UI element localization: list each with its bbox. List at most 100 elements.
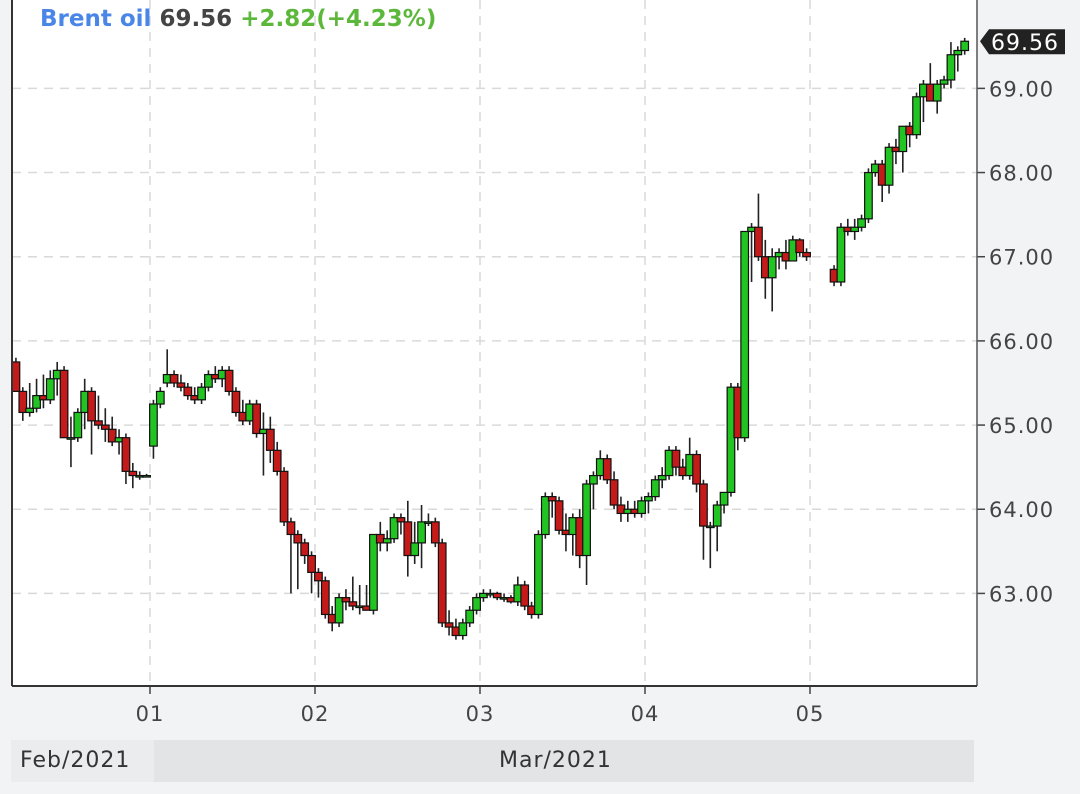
candle-body xyxy=(644,496,653,502)
candle-up xyxy=(458,618,468,640)
candle-down xyxy=(754,193,763,261)
candle-up xyxy=(472,593,481,615)
candle-body xyxy=(183,386,193,397)
candle-body xyxy=(602,458,612,481)
candle-body xyxy=(657,474,667,481)
candles xyxy=(11,37,970,640)
candle-up xyxy=(960,37,970,55)
candle-body xyxy=(692,453,701,485)
candle-up xyxy=(912,92,921,139)
candle-body xyxy=(272,449,282,472)
candle-body xyxy=(534,533,543,616)
candle-body xyxy=(458,622,468,637)
candle-up xyxy=(898,125,908,173)
candle-body xyxy=(884,146,894,186)
candle-up xyxy=(66,416,76,468)
candle-down xyxy=(18,387,28,421)
candle-up xyxy=(155,387,165,409)
price-change: +2.82(+4.23%) xyxy=(240,6,437,32)
last-price-marker xyxy=(980,29,1065,55)
candle-up xyxy=(884,143,894,194)
candle-down xyxy=(231,387,241,417)
candle-down xyxy=(314,568,323,598)
candle-down xyxy=(396,513,406,535)
candle-down xyxy=(128,462,138,489)
candle-up xyxy=(644,492,653,514)
candle-down xyxy=(300,538,310,564)
candle-body xyxy=(231,390,241,414)
candle-up xyxy=(582,479,591,585)
candle-body xyxy=(59,369,69,439)
x-tick-label: 03 xyxy=(466,702,495,726)
x-tick-label: 01 xyxy=(136,702,165,726)
candle-body xyxy=(11,361,21,392)
candle-body xyxy=(142,474,151,478)
candle-body xyxy=(320,580,330,616)
candle-down xyxy=(444,610,454,636)
candle-body xyxy=(430,521,440,544)
candle-body xyxy=(94,420,103,426)
candle-up xyxy=(465,606,475,628)
candle-up xyxy=(589,471,598,510)
candle-up xyxy=(650,475,660,501)
candle-up xyxy=(410,521,420,564)
candle-body xyxy=(286,521,296,536)
period-feb-2021: Feb/2021 xyxy=(11,740,154,782)
candle-up xyxy=(369,533,378,615)
candle-down xyxy=(293,530,303,590)
y-tick-label: 67.00 xyxy=(989,246,1054,270)
candle-body xyxy=(719,491,729,506)
candle-down xyxy=(403,500,413,577)
candle-body xyxy=(32,395,41,409)
candle-down xyxy=(100,408,110,442)
candle-body xyxy=(836,226,846,283)
candle-up xyxy=(939,75,949,89)
candle-up xyxy=(25,382,35,417)
period-label-left: Feb/2021 xyxy=(20,748,131,773)
candlestick-chart[interactable]: 63.00 64.00 65.00 66.00 67.00 68.00 69.00 01 02 0… xyxy=(0,0,1080,740)
candle-body xyxy=(396,517,406,523)
candle-body xyxy=(754,226,763,258)
candle-up xyxy=(767,248,777,312)
candle-body xyxy=(712,504,722,527)
candle-body xyxy=(348,601,358,607)
candle-body xyxy=(932,83,942,102)
candle-body xyxy=(912,96,921,136)
candle-up xyxy=(719,491,729,514)
candle-up xyxy=(73,408,83,442)
last-price-label: 69.56 xyxy=(991,31,1059,56)
candle-up xyxy=(382,530,392,552)
candle-down xyxy=(59,366,69,439)
candle-body xyxy=(960,40,970,52)
candle-down xyxy=(341,589,351,611)
candle-body xyxy=(437,542,447,624)
y-tick-label: 64.00 xyxy=(989,498,1054,522)
candle-down xyxy=(169,370,179,388)
candle-body xyxy=(169,373,179,384)
candle-up xyxy=(637,496,646,518)
candle-down xyxy=(272,441,282,476)
candle-down xyxy=(279,467,289,527)
candle-body xyxy=(444,622,454,628)
candle-up xyxy=(334,593,344,628)
candle-body xyxy=(953,49,963,56)
period-label-right: Mar/2021 xyxy=(499,748,612,773)
candle-body xyxy=(699,483,708,527)
candle-body xyxy=(547,496,557,502)
y-tick-label: 69.00 xyxy=(989,77,1054,101)
candle-body xyxy=(293,533,303,544)
candle-up xyxy=(946,42,956,89)
y-tick-label: 68.00 xyxy=(989,162,1054,186)
candle-down xyxy=(252,399,261,438)
period-mar-2021: Mar/2021 xyxy=(154,740,974,782)
candle-body xyxy=(307,554,316,573)
candle-up xyxy=(850,218,860,240)
candle-down xyxy=(602,454,612,484)
candle-down xyxy=(320,576,330,619)
x-tick-label: 04 xyxy=(631,702,660,726)
candle-down xyxy=(437,538,447,628)
y-tick-label: 66.00 xyxy=(989,330,1054,354)
candle-body xyxy=(520,584,530,607)
candle-up xyxy=(540,492,550,539)
candle-body xyxy=(107,428,117,443)
